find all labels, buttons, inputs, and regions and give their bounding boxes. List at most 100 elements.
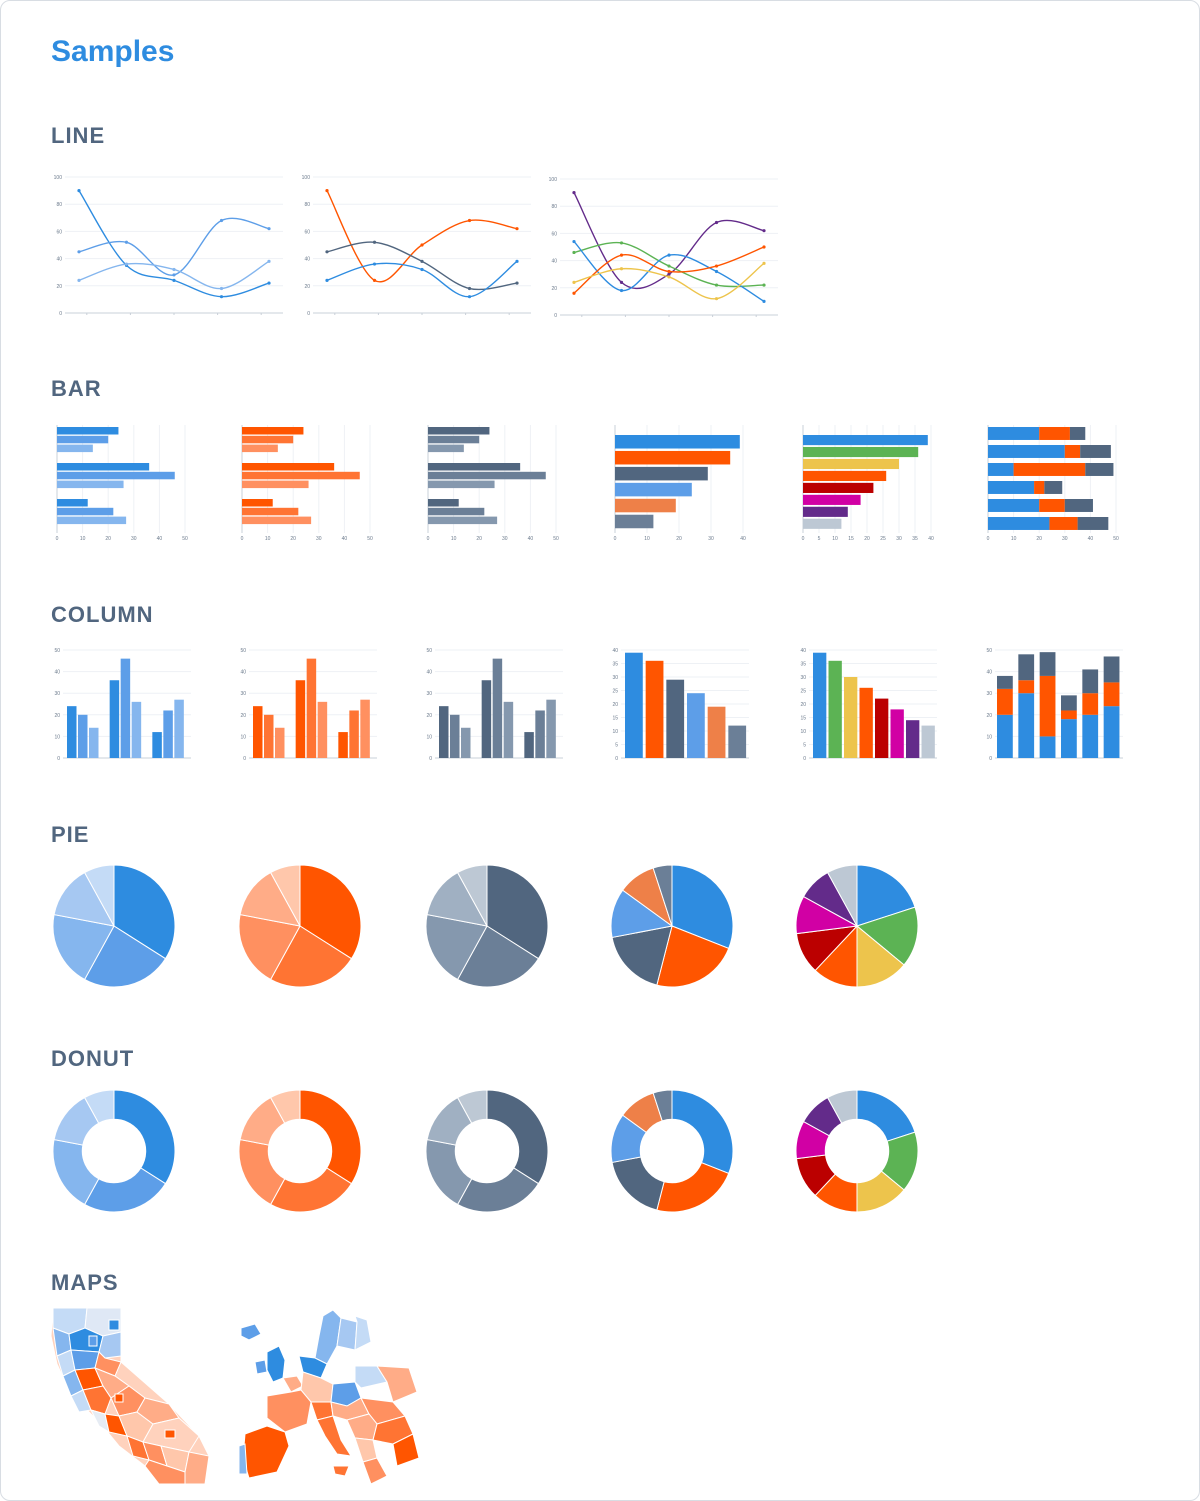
pie-slice bbox=[826, 864, 858, 927]
data-point bbox=[77, 250, 81, 254]
bar bbox=[428, 507, 485, 516]
tick-label: 30 bbox=[800, 675, 806, 681]
section-title-pie: PIE bbox=[51, 822, 90, 847]
line-chart-thumbnail-mixed[interactable]: 0 20 40 60 80 100 bbox=[297, 171, 535, 321]
column bbox=[174, 699, 184, 758]
donut-slice bbox=[269, 1089, 301, 1124]
pie-slice bbox=[239, 871, 301, 927]
tick-label: 35 bbox=[612, 662, 618, 668]
tick-label: 0 bbox=[241, 536, 244, 542]
bar bbox=[242, 480, 309, 489]
tick-label: 0 bbox=[554, 313, 557, 319]
column bbox=[317, 701, 328, 758]
tick-label: 80 bbox=[304, 202, 310, 208]
pie-slice bbox=[856, 924, 905, 988]
tick-label: 10 bbox=[644, 536, 650, 542]
california-map-thumbnail[interactable] bbox=[49, 1306, 213, 1488]
data-point bbox=[372, 240, 377, 244]
bar bbox=[57, 427, 119, 435]
bar bbox=[428, 499, 459, 507]
data-point bbox=[172, 273, 176, 277]
pie-chart-thumbnail-blue[interactable] bbox=[51, 863, 177, 989]
bar-segment bbox=[988, 445, 1065, 458]
donut-slice bbox=[652, 1089, 673, 1122]
bar-chart-thumbnail-blue[interactable]: 0 10 20 30 40 50 bbox=[51, 421, 191, 543]
tick-label: 50 bbox=[1113, 536, 1119, 542]
tick-label: 20 bbox=[54, 713, 60, 719]
pie-slice bbox=[656, 925, 730, 988]
column bbox=[625, 652, 643, 758]
tick-label: 60 bbox=[304, 229, 310, 235]
pie-chart-thumbnail-orange[interactable] bbox=[237, 863, 363, 989]
column bbox=[349, 710, 359, 758]
column bbox=[813, 652, 827, 758]
data-point bbox=[267, 227, 271, 231]
column-segment bbox=[1061, 695, 1077, 711]
bar bbox=[615, 514, 654, 529]
data-point bbox=[762, 245, 766, 249]
line-chart-thumbnail-multi[interactable]: 0 20 40 60 80 100 bbox=[544, 173, 782, 323]
column-chart-thumbnail-stacked[interactable]: 0 10 20 30 40 50 bbox=[981, 646, 1127, 766]
donut-chart-thumbnail-slate[interactable] bbox=[424, 1088, 550, 1214]
column-chart-thumbnail-mixed[interactable]: 0 5 10 15 20 25 30 35 40 bbox=[607, 646, 753, 766]
tick-label: 0 bbox=[427, 536, 430, 542]
donut-chart-thumbnail-rainbow[interactable] bbox=[794, 1088, 920, 1214]
bar bbox=[615, 482, 692, 497]
bar-chart-thumbnail-slate[interactable]: 0 10 20 30 40 50 bbox=[422, 421, 562, 543]
tick-label: 40 bbox=[986, 670, 992, 676]
line-chart-thumbnail-blue[interactable]: 0 20 40 60 80 100 bbox=[49, 171, 287, 321]
column-chart-thumbnail-slate[interactable]: 0 10 20 30 40 50 bbox=[421, 646, 567, 766]
bar-segment bbox=[988, 463, 1014, 476]
donut-chart-thumbnail-orange[interactable] bbox=[237, 1088, 363, 1214]
donut-chart-thumbnail-blue[interactable] bbox=[51, 1088, 177, 1214]
column bbox=[67, 706, 77, 758]
data-point bbox=[219, 286, 224, 291]
column bbox=[360, 699, 370, 758]
donut-chart-thumbnail-mixed[interactable] bbox=[609, 1088, 735, 1214]
tick-label: 50 bbox=[182, 536, 188, 542]
bar bbox=[615, 466, 708, 481]
pie-chart-thumbnail-mixed[interactable] bbox=[609, 863, 735, 989]
tick-label: 20 bbox=[304, 284, 310, 290]
data-point bbox=[667, 269, 671, 274]
tick-label: 25 bbox=[880, 536, 886, 542]
column bbox=[306, 658, 317, 758]
column-segment bbox=[997, 675, 1013, 689]
tick-label: 0 bbox=[802, 536, 805, 542]
column bbox=[906, 720, 920, 758]
data-point bbox=[619, 267, 624, 271]
bar-chart-thumbnail-mixed[interactable]: 0 10 20 30 40 bbox=[609, 421, 749, 543]
data-point bbox=[619, 253, 624, 257]
column bbox=[645, 660, 664, 758]
tick-label: 40 bbox=[740, 536, 746, 542]
tick-label: 30 bbox=[54, 691, 60, 697]
pie-chart-thumbnail-rainbow[interactable] bbox=[794, 863, 920, 989]
pie-chart-thumbnail-slate[interactable] bbox=[424, 863, 550, 989]
section-title-donut: DONUT bbox=[51, 1046, 135, 1071]
column bbox=[890, 709, 904, 758]
column-chart-thumbnail-blue[interactable]: 0 10 20 30 40 50 bbox=[49, 646, 195, 766]
pie-slice bbox=[53, 871, 115, 927]
section-title-line: LINE bbox=[51, 123, 106, 148]
tick-label: 40 bbox=[157, 536, 163, 542]
bar-segment bbox=[1049, 517, 1078, 530]
bar-segment bbox=[1085, 463, 1114, 476]
tick-label: 20 bbox=[240, 713, 246, 719]
column-chart-thumbnail-rainbow[interactable]: 0 5 10 15 20 25 30 35 40 bbox=[795, 646, 941, 766]
tick-label: 20 bbox=[290, 536, 296, 542]
column bbox=[253, 706, 263, 758]
bar-chart-thumbnail-rainbow[interactable]: 0 5 10 15 20 25 30 35 40 bbox=[797, 421, 937, 543]
bar-chart-thumbnail-stacked[interactable]: 0 10 20 30 40 50 bbox=[982, 421, 1122, 543]
bar bbox=[57, 516, 127, 525]
tick-label: 10 bbox=[451, 536, 457, 542]
bar bbox=[803, 482, 874, 493]
pie-slice bbox=[269, 925, 353, 988]
donut-slice bbox=[456, 1089, 488, 1124]
tick-label: 30 bbox=[316, 536, 322, 542]
bar-chart-thumbnail-orange[interactable]: 0 10 20 30 40 50 bbox=[236, 421, 376, 543]
column bbox=[89, 727, 99, 758]
europe-map-thumbnail[interactable] bbox=[237, 1306, 421, 1488]
tick-label: 40 bbox=[1088, 536, 1094, 542]
section-title-maps: MAPS bbox=[51, 1270, 119, 1295]
column-chart-thumbnail-orange[interactable]: 0 10 20 30 40 50 bbox=[235, 646, 381, 766]
